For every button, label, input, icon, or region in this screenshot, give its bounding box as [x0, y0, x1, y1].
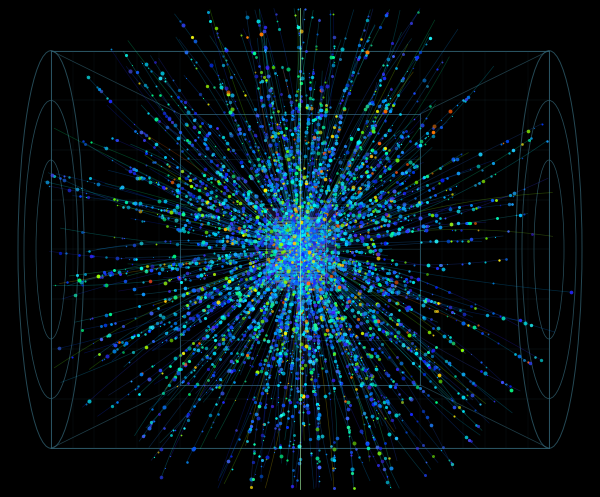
Bar	[275, 265, 325, 267]
Bar	[275, 268, 325, 270]
Bar	[275, 224, 325, 226]
Bar	[275, 221, 325, 223]
Bar	[275, 256, 325, 258]
Bar	[275, 239, 325, 241]
Bar	[265, 208, 335, 290]
Bar	[275, 242, 325, 244]
Bar	[275, 227, 325, 229]
Bar	[275, 259, 325, 261]
Bar	[275, 218, 325, 220]
Bar	[275, 248, 325, 249]
Bar	[275, 230, 325, 232]
Bar	[275, 245, 325, 247]
Bar	[275, 236, 325, 238]
Bar	[275, 277, 325, 279]
Bar	[275, 274, 325, 276]
Bar	[275, 250, 325, 252]
Bar	[275, 217, 325, 282]
Bar	[275, 253, 325, 255]
Bar	[275, 280, 325, 282]
Bar	[275, 233, 325, 235]
Bar	[275, 262, 325, 264]
Bar	[265, 208, 335, 290]
Bar	[275, 271, 325, 273]
